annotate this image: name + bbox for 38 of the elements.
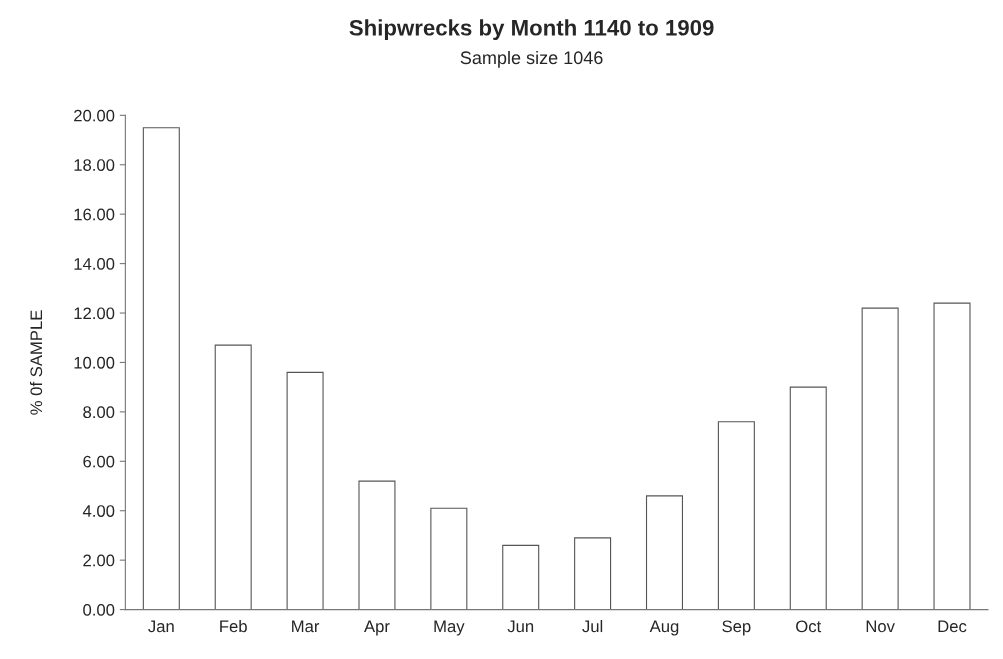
- x-tick-label: Jul: [582, 619, 603, 633]
- bar: [574, 537, 612, 610]
- x-tick-label: Feb: [220, 619, 247, 633]
- bar: [789, 386, 827, 610]
- y-tick-label: 18.00: [74, 159, 115, 171]
- bar: [214, 344, 252, 610]
- bar: [933, 302, 971, 610]
- bar: [286, 371, 324, 610]
- y-tick-label: 12.00: [74, 307, 115, 320]
- chart-subtitle: Sample size 1046: [460, 50, 603, 68]
- y-tick-label: 20.00: [74, 109, 115, 122]
- x-tick-label: Aug: [649, 620, 679, 636]
- y-axis-title: % 0f SAMPLE: [29, 310, 43, 415]
- x-tick-label: Apr: [364, 620, 390, 636]
- chart-title: Shipwrecks by Month 1140 to 1909: [349, 19, 714, 41]
- x-tick-label: Jan: [148, 620, 174, 633]
- x-tick-label: Mar: [292, 620, 320, 633]
- y-tick-label: 14.00: [74, 258, 115, 270]
- x-tick-label: Sep: [722, 620, 751, 636]
- y-tick-label: 0.00: [83, 603, 115, 616]
- y-tick-label: 2.00: [83, 554, 115, 567]
- x-tick-label: Dec: [938, 620, 967, 633]
- bar: [645, 495, 684, 610]
- x-tick-label: Nov: [866, 620, 895, 633]
- y-tick-label: 10.00: [74, 356, 115, 369]
- bar: [430, 507, 468, 610]
- y-tick-label: 16.00: [74, 208, 115, 221]
- y-tick-label: 8.00: [83, 406, 115, 419]
- y-tick-label: 6.00: [83, 455, 115, 468]
- x-tick-label: May: [434, 620, 465, 636]
- bar: [502, 544, 540, 610]
- bar: [358, 480, 396, 610]
- y-tick-label: 4.00: [82, 505, 115, 517]
- x-tick-label: Jun: [507, 620, 534, 633]
- bar: [861, 307, 899, 610]
- bar: [142, 127, 180, 610]
- bar: [717, 421, 755, 610]
- x-tick-label: Oct: [796, 620, 822, 633]
